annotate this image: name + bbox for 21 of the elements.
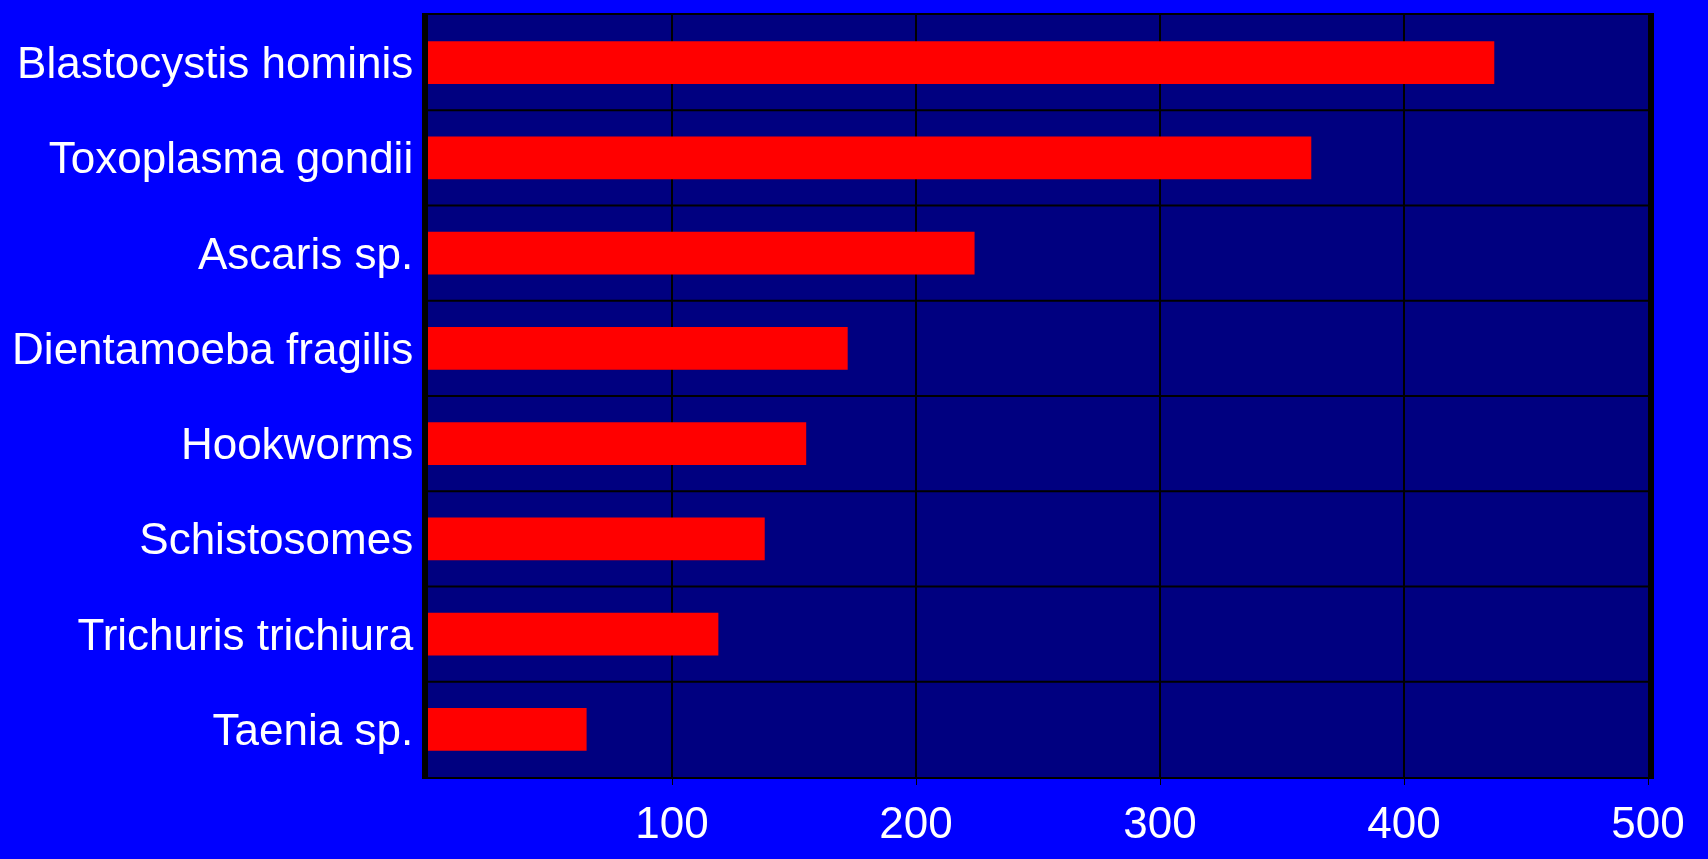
bar — [428, 136, 1312, 180]
bar — [428, 612, 719, 656]
y-tick-label: Ascaris sp. — [198, 228, 414, 278]
x-tick-label: 200 — [879, 797, 953, 847]
bar — [428, 41, 1495, 85]
y-tick-label: Hookworms — [180, 419, 414, 469]
y-tick-label: Trichuris trichiura — [77, 609, 414, 659]
bar — [428, 326, 848, 370]
bar — [428, 517, 765, 561]
x-tick-label: 500 — [1611, 797, 1685, 847]
bar — [428, 707, 587, 751]
y-tick-label: Taenia sp. — [212, 704, 414, 754]
y-tick-label: Toxoplasma gondii — [48, 133, 414, 183]
y-tick-label: Dientamoeba fragilis — [12, 323, 414, 373]
x-tick-label: 100 — [635, 797, 709, 847]
bar — [428, 231, 975, 275]
y-tick-label: Blastocystis hominis — [17, 38, 414, 88]
x-tick-label: 300 — [1123, 797, 1197, 847]
x-tick-label: 400 — [1367, 797, 1441, 847]
bar — [428, 422, 807, 466]
y-tick-label: Schistosomes — [139, 514, 414, 564]
